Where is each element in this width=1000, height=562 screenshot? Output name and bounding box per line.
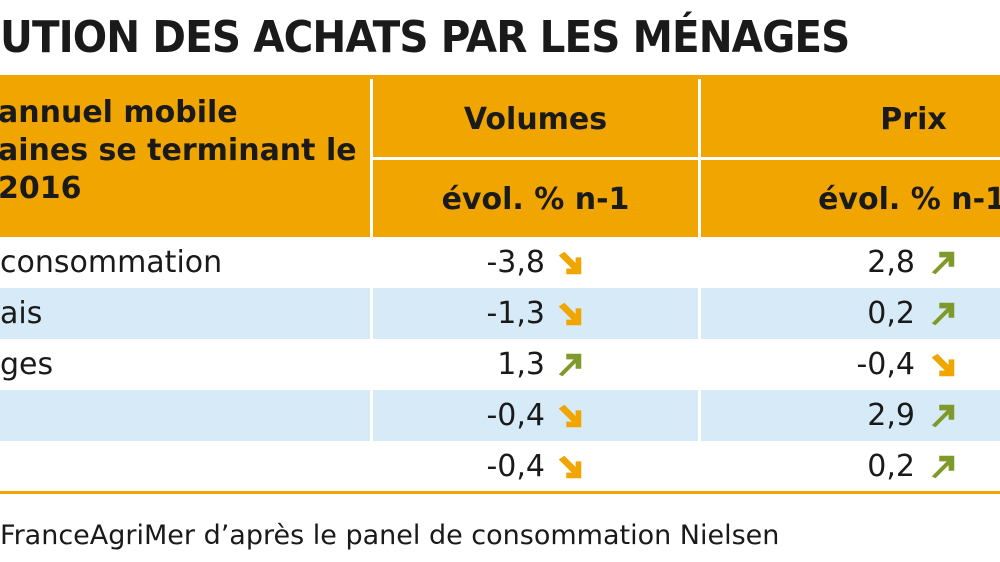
source-note: FranceAgriMer d’après le panel de consom… [0, 520, 780, 551]
price-value: 2,9 [867, 398, 915, 433]
header-prix-title: Prix [880, 102, 947, 137]
volume-value: -0,4 [486, 398, 545, 433]
column-divider-1 [370, 79, 373, 491]
header-prix-sub: évol. % n-1 [818, 182, 1000, 217]
row-label: ais [0, 296, 43, 331]
arrow-down-right-icon [558, 251, 582, 275]
table-row: -0,4 0,2 [0, 441, 1000, 492]
header-period-label: annuel mobile aines se terminant le 2016 [0, 94, 372, 208]
table-row: -0,4 2,9 [0, 390, 1000, 441]
header-line-1: annuel mobile [0, 95, 238, 130]
volume-value: -1,3 [486, 296, 545, 331]
header-line-2: aines se terminant le [0, 133, 357, 168]
price-value: 0,2 [867, 449, 915, 484]
volume-value: -3,8 [486, 245, 545, 280]
header-line-3: 2016 [0, 171, 82, 206]
header-volumes-sub: évol. % n-1 [441, 182, 630, 217]
price-value: 0,2 [867, 296, 915, 331]
table-row: ges 1,3 -0,4 [0, 339, 1000, 390]
volume-value: -0,4 [486, 449, 545, 484]
header-volumes-title: Volumes [463, 102, 608, 137]
arrow-up-right-icon [931, 404, 955, 428]
price-value: -0,4 [856, 347, 915, 382]
price-value: 2,8 [867, 245, 915, 280]
arrow-down-right-icon [558, 302, 582, 326]
arrow-down-right-icon [558, 455, 582, 479]
header-divider [372, 157, 1000, 160]
arrow-up-right-icon [931, 455, 955, 479]
page-title: UTION DES ACHATS PAR LES MÉNAGES [0, 12, 850, 63]
volume-value: 1,3 [497, 347, 545, 382]
bottom-rule [0, 491, 1000, 494]
arrow-up-right-icon [931, 302, 955, 326]
row-label: ges [0, 347, 54, 382]
row-label: consommation [0, 245, 223, 280]
table-row: ais -1,3 0,2 [0, 288, 1000, 339]
top-rule [0, 75, 1000, 79]
arrow-down-right-icon [931, 353, 955, 377]
column-divider-2 [698, 79, 701, 491]
arrow-up-right-icon [931, 251, 955, 275]
arrow-down-right-icon [558, 404, 582, 428]
table-row: consommation -3,8 2,8 [0, 237, 1000, 288]
arrow-up-right-icon [558, 353, 582, 377]
